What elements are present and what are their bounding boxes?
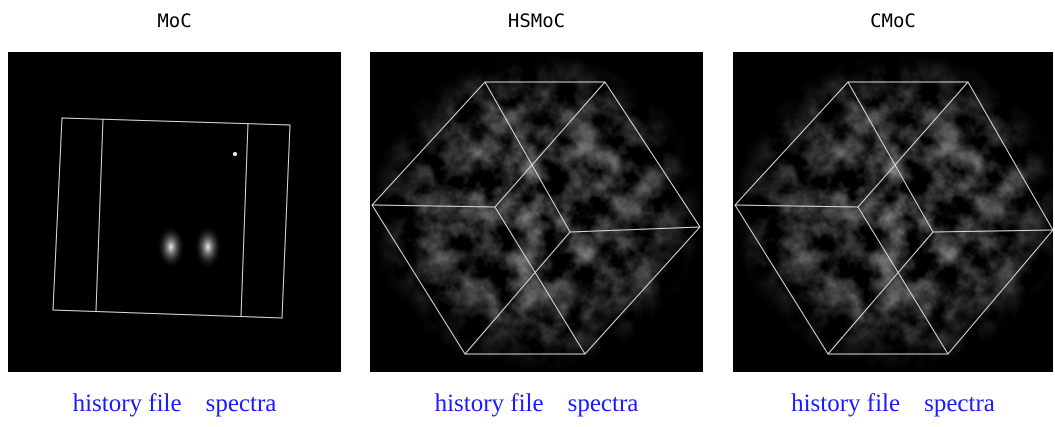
render-image — [733, 52, 1053, 372]
panel: HSMoC history file spectra — [370, 0, 703, 427]
panel-title: MoC — [8, 10, 341, 32]
spectra-link[interactable]: spectra — [568, 390, 639, 417]
panel: MoC history file spectra — [8, 0, 341, 427]
history-link[interactable]: history file — [73, 390, 182, 417]
links: history file spectra — [370, 390, 703, 418]
links: history file spectra — [8, 390, 341, 418]
render-image — [8, 52, 341, 372]
panel-title: CMoC — [733, 10, 1053, 32]
history-link[interactable]: history file — [791, 390, 900, 417]
history-link[interactable]: history file — [435, 390, 544, 417]
links: history file spectra — [733, 390, 1053, 418]
render-image — [370, 52, 703, 372]
spectra-link[interactable]: spectra — [924, 390, 995, 417]
spectra-link[interactable]: spectra — [206, 390, 277, 417]
page: MoC history filespectra HSMoC hi — [0, 0, 1055, 427]
panel-title: HSMoC — [370, 10, 703, 32]
panel: CMoC history file spectra — [733, 0, 1053, 427]
